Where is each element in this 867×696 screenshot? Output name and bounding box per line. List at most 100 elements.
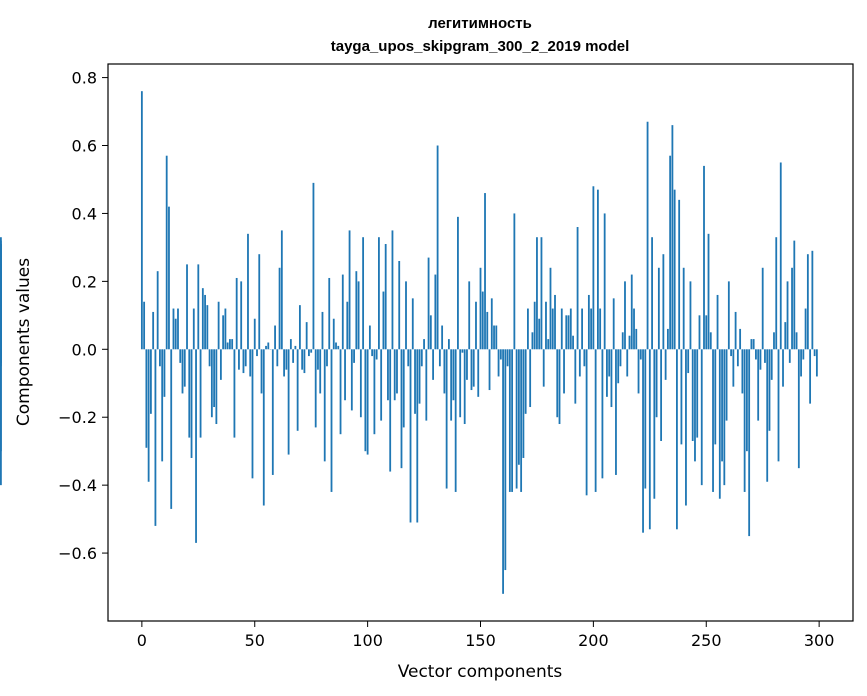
bar xyxy=(350,349,353,411)
bar xyxy=(809,349,812,404)
bar xyxy=(425,349,428,421)
bar xyxy=(226,342,229,350)
bar xyxy=(154,349,157,526)
bar xyxy=(475,301,477,350)
bar xyxy=(752,339,755,350)
x-tick-label: 100 xyxy=(352,631,383,650)
bar xyxy=(423,339,425,350)
bar xyxy=(305,322,308,350)
bar xyxy=(556,349,559,418)
bar xyxy=(745,349,748,452)
bar xyxy=(696,349,699,438)
bar xyxy=(373,349,376,435)
bar xyxy=(262,349,265,506)
bar xyxy=(637,349,640,394)
bar xyxy=(601,349,604,479)
bar xyxy=(761,267,764,350)
bar xyxy=(511,349,514,492)
bar xyxy=(294,345,297,350)
bar xyxy=(409,349,412,523)
bar xyxy=(502,349,504,594)
chart-subtitle: tayga_upos_skipgram_300_2_2019 model xyxy=(331,38,630,55)
bar xyxy=(666,328,669,350)
bar xyxy=(260,349,263,394)
bar xyxy=(718,349,721,499)
bar xyxy=(657,267,660,350)
bar xyxy=(569,308,572,350)
bar xyxy=(364,349,367,452)
bar xyxy=(298,305,301,350)
bar xyxy=(531,332,534,350)
bar xyxy=(714,349,717,445)
bar xyxy=(682,267,685,350)
bar xyxy=(387,349,389,401)
bar xyxy=(468,281,471,350)
bar xyxy=(635,328,638,350)
bar xyxy=(233,349,236,438)
bar xyxy=(727,281,730,350)
bar xyxy=(181,349,184,394)
bar xyxy=(804,308,807,350)
bar xyxy=(161,349,164,462)
bar xyxy=(680,349,683,445)
bar xyxy=(621,332,624,350)
bar xyxy=(222,315,225,350)
bar xyxy=(673,189,676,350)
x-tick-label: 50 xyxy=(245,631,265,650)
bar xyxy=(624,281,626,350)
bar xyxy=(251,349,254,479)
x-axis: 0 50 100 150 200 250 300 xyxy=(137,621,835,650)
bar xyxy=(168,206,170,350)
bar xyxy=(488,349,491,391)
bar xyxy=(700,349,703,486)
bar xyxy=(527,308,529,350)
bar xyxy=(497,349,500,377)
bar xyxy=(583,349,586,367)
bar xyxy=(630,274,633,350)
bar xyxy=(258,254,261,350)
bar xyxy=(524,349,527,414)
bar xyxy=(723,349,726,486)
x-tick-label: 300 xyxy=(804,631,835,650)
y-tick-label: −0.4 xyxy=(58,476,97,495)
bar xyxy=(346,301,349,350)
bar xyxy=(770,349,773,380)
bar xyxy=(285,349,288,370)
bar xyxy=(335,342,337,350)
bar xyxy=(599,308,602,350)
bar xyxy=(414,349,416,414)
bar xyxy=(594,349,597,492)
bar xyxy=(292,349,295,363)
bar xyxy=(396,349,398,394)
bar xyxy=(587,294,590,350)
bar xyxy=(741,349,744,394)
bar xyxy=(725,349,728,421)
bar xyxy=(231,339,234,350)
bar xyxy=(274,325,276,350)
bar xyxy=(289,339,292,350)
bar xyxy=(687,349,690,374)
bar xyxy=(188,349,191,438)
bar xyxy=(529,349,532,408)
bar xyxy=(508,349,511,492)
bar xyxy=(253,318,256,350)
bar xyxy=(694,349,696,462)
bar xyxy=(515,349,518,489)
bar xyxy=(689,281,692,350)
bar xyxy=(375,349,378,360)
bar xyxy=(540,237,543,350)
bar xyxy=(581,308,583,350)
bar xyxy=(201,288,204,350)
bar xyxy=(549,267,552,350)
bar xyxy=(301,349,304,370)
bar xyxy=(736,349,739,367)
bar xyxy=(574,349,577,404)
bar xyxy=(470,349,473,391)
bar xyxy=(454,349,457,492)
bar xyxy=(495,325,498,350)
x-tick-label: 0 xyxy=(137,631,147,650)
bar xyxy=(547,339,550,350)
bar xyxy=(371,349,374,357)
bar xyxy=(140,91,143,350)
bar xyxy=(757,349,760,421)
